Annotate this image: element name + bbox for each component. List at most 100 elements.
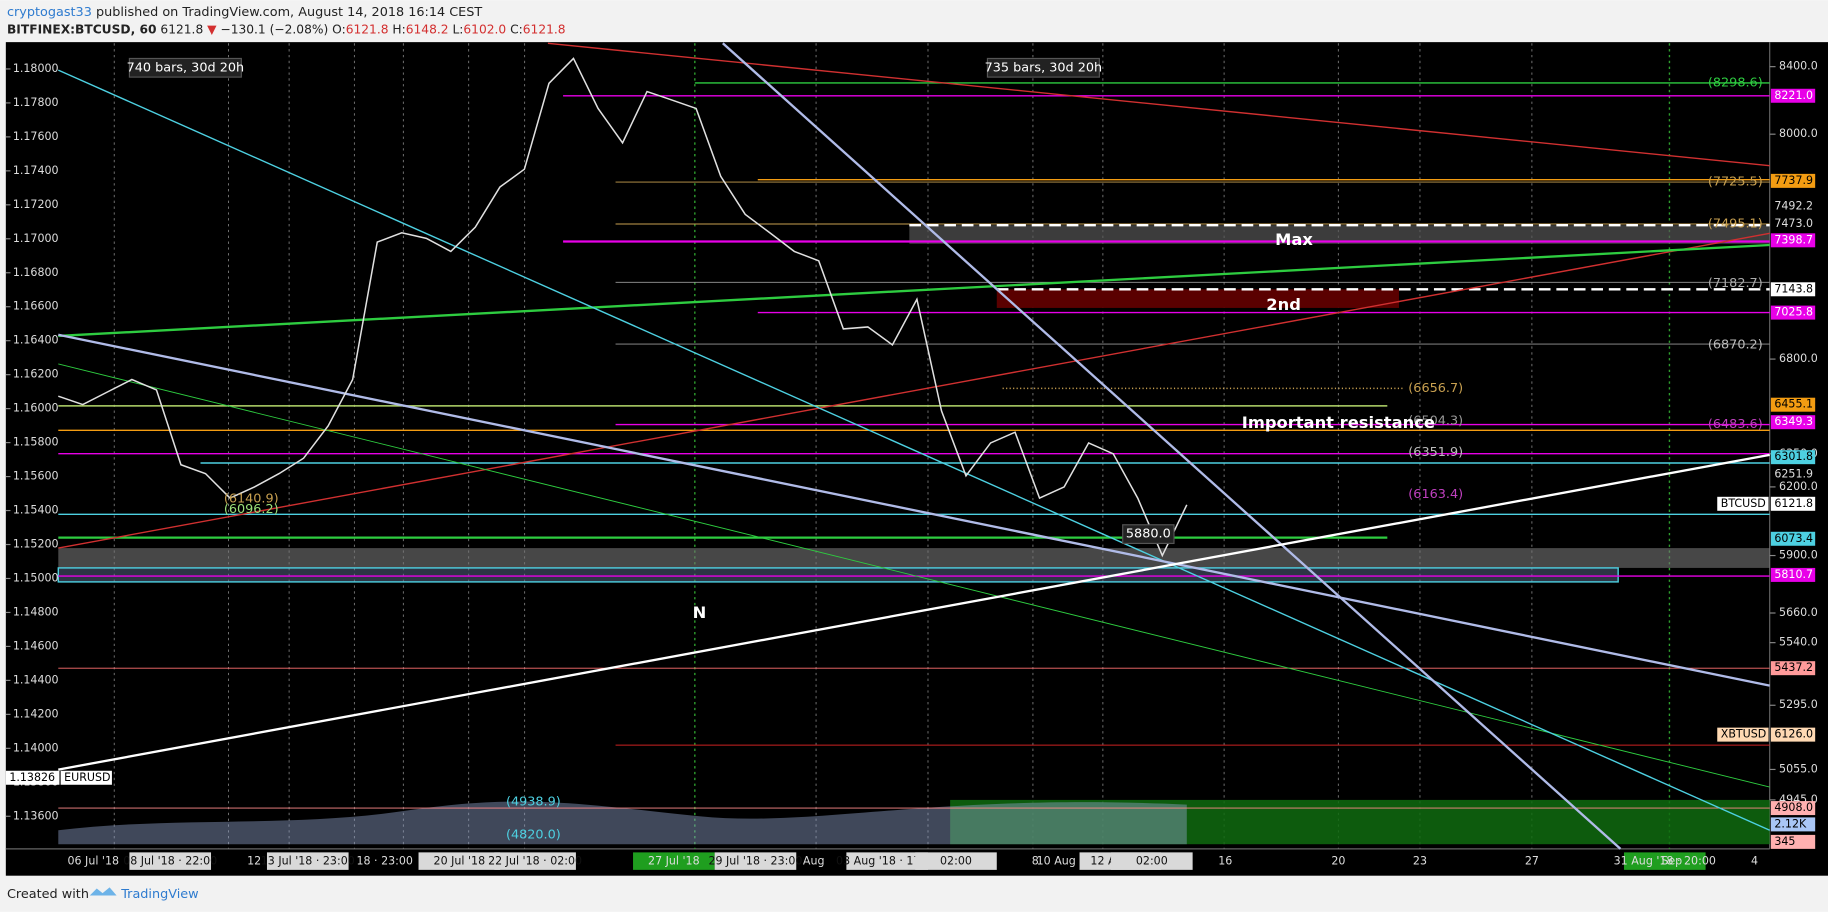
annotation: 2nd (1266, 295, 1301, 314)
c: 6121.8 (523, 22, 566, 36)
symbol: BITFINEX:BTCUSD, 60 (7, 22, 157, 36)
annotation: N (693, 603, 707, 622)
price-tag: 6455.1 (1774, 398, 1813, 411)
x-tick-label: 03 Aug '18 · 17:00 (836, 855, 938, 868)
symbol-tag-bg (60, 770, 112, 785)
y2-tick-label: 1.14000 (13, 741, 59, 754)
symbol-tag-bg (5, 770, 60, 785)
x-tick-label: 20 (1331, 855, 1345, 868)
symbol-tag: EURUSD (64, 771, 110, 784)
y2-tick-label: 1.15600 (13, 470, 59, 483)
y2-tick-label: 1.14600 (13, 639, 59, 652)
h: 6148.2 (406, 22, 449, 36)
y2-tick-label: 1.17600 (13, 130, 59, 143)
x-tick-label: 12 (247, 855, 261, 868)
annotation-box (1122, 524, 1175, 545)
published: published on TradingView.com, August 14,… (96, 4, 482, 19)
price-tag: 6073.4 (1774, 532, 1813, 545)
y2-tick-label: 1.16200 (13, 368, 59, 381)
y2-tick-label: 1.15800 (13, 436, 59, 449)
x-tick-label: 02:00 (940, 855, 972, 868)
symbol-tag: XBTUSD (1721, 728, 1767, 741)
arrow: ▼ (207, 22, 217, 36)
price-tag-bg (1770, 817, 1816, 832)
y2-tick-label: 1.16400 (13, 334, 59, 347)
annotation: (8298.6) (1708, 75, 1763, 90)
y2-tick-label: 1.17000 (13, 232, 59, 245)
price-tag-bg (1770, 233, 1816, 248)
y2-tick-label: 1.17800 (13, 96, 59, 109)
x-tick-label: 29 Jul '18 · 23:00 (708, 855, 802, 868)
price-tag-bg (1770, 305, 1816, 320)
price-tag-bg (1770, 834, 1816, 849)
author[interactable]: cryptogast33 (7, 4, 92, 19)
footer-created: Created with (7, 887, 89, 902)
change: −130.1 (−2.08%) (220, 22, 328, 36)
y2-tick-label: 1.18000 (13, 62, 59, 75)
price-tag-bg (1770, 173, 1816, 188)
x-label-bg (418, 852, 501, 870)
logo (89, 887, 117, 896)
y2-tick-label: 1.15000 (13, 571, 59, 584)
annotation: (6656.7) (1408, 381, 1463, 396)
price-tag: 7737.9 (1774, 174, 1813, 187)
o-label: O: (332, 22, 346, 36)
y2-tick-label: 1.14400 (13, 673, 59, 686)
last: 6121.8 (160, 22, 203, 36)
drawings (57, 42, 1770, 850)
price-tag: 7473.0 (1774, 217, 1813, 230)
y2-tick-label: 1.17200 (13, 198, 59, 211)
y-tick-label: 8000.0 (1779, 127, 1818, 140)
price-tag: 4908.0 (1774, 801, 1813, 814)
x-tick-label: 8 (1032, 855, 1039, 868)
price-tag-bg (1770, 88, 1816, 103)
y2-tick-label: 1.16600 (13, 300, 59, 313)
y2-tick-label: 1.17400 (13, 164, 59, 177)
annotation: Max (1275, 230, 1313, 249)
o: 6121.8 (346, 22, 389, 36)
y2-tick-label: 1.13600 (13, 809, 59, 822)
x-label-bg (494, 852, 576, 870)
c-label: C: (510, 22, 523, 36)
symbol-tag: BTCUSD (1721, 497, 1766, 510)
labels: 8400.08000.06800.06350.06200.05900.05660… (5, 57, 1818, 870)
h-label: H: (392, 22, 405, 36)
price-tag-bg (1770, 727, 1816, 742)
price-tag: 6126.0 (1774, 728, 1813, 741)
annotation: (6140.9) (224, 492, 279, 507)
annotation: (6483.6) (1708, 417, 1763, 432)
symbol-line: BITFINEX:BTCUSD, 60 6121.8 ▼ −130.1 (−2.… (7, 22, 566, 36)
price-tag-bg (1770, 282, 1816, 297)
y-tick-label: 5295.0 (1779, 698, 1818, 711)
annotation: 735 bars, 30d 20h (985, 60, 1103, 75)
x-label-bg (714, 852, 797, 870)
x-label-bg (129, 852, 212, 870)
x-label-bg (1623, 852, 1706, 870)
y2-tick-label: 1.16800 (13, 266, 59, 279)
x-tick-label: Aug (803, 855, 825, 868)
annotation: 5880.0 (1126, 527, 1171, 542)
footer-brand[interactable]: TradingView (120, 887, 198, 902)
price-tag-bg (1770, 531, 1816, 546)
x-label-bg (633, 852, 715, 870)
x-tick-label: 08 Jul '18 · 22:00 (123, 855, 217, 868)
x-tick-label: 4 (1751, 855, 1758, 868)
symbol-tag-bg (1717, 727, 1769, 742)
price-tag: 6251.9 (1774, 468, 1813, 481)
y-tick-label: 6200.0 (1779, 480, 1818, 493)
y-tick-label: 5055.0 (1779, 762, 1818, 775)
annotation: 740 bars, 30d 20h (127, 60, 245, 75)
price-tag-bg (1770, 801, 1816, 816)
x-tick-label: 16 (1218, 855, 1232, 868)
price-tag-bg (1770, 567, 1816, 582)
annotation-box (986, 57, 1100, 78)
y2-tick-label: 1.14800 (13, 605, 59, 618)
y2-tick-label: 1.14200 (13, 707, 59, 720)
x-tick-label: 27 Jul '18 (648, 855, 700, 868)
price-line (58, 57, 1188, 558)
x-tick-label: 10 Aug (1037, 855, 1076, 868)
symbol-tag: 1.13826 (9, 771, 55, 784)
l: 6102.0 (463, 22, 506, 36)
y2-tick-label: 1.15400 (13, 504, 59, 517)
price-tag: 345 (1774, 835, 1795, 848)
